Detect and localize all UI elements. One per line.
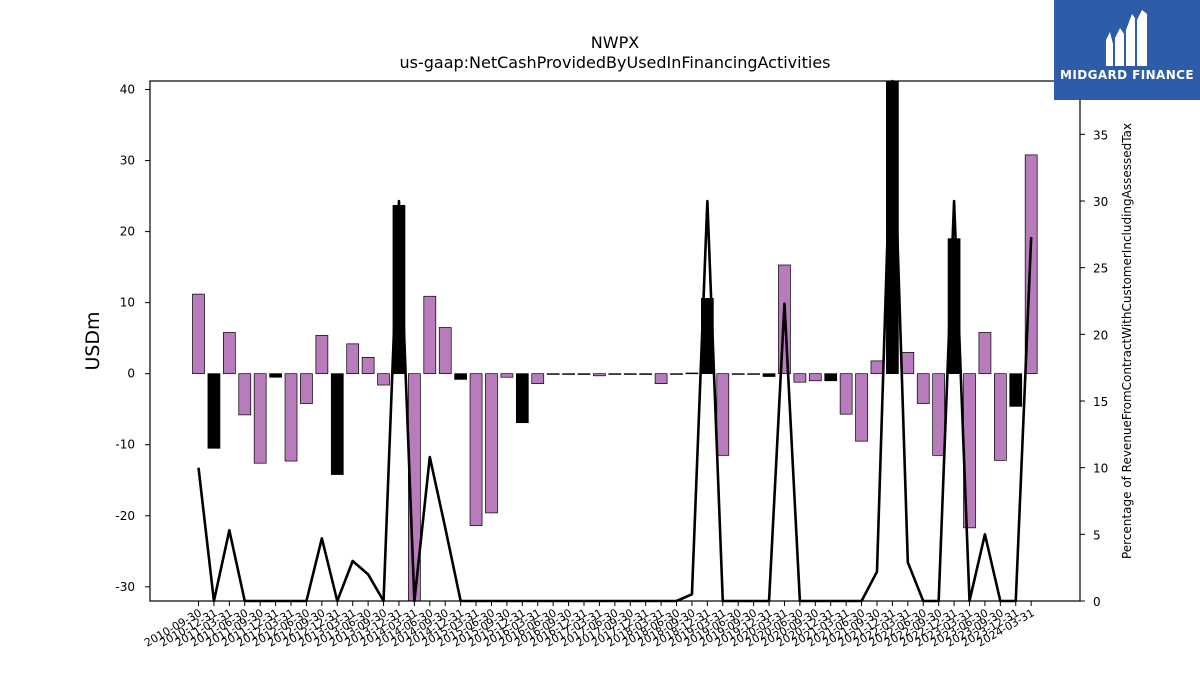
bar-2016-06-30 (546, 373, 560, 375)
y-tick-label: -20 (115, 509, 135, 523)
y-tick-label: 0 (127, 367, 135, 381)
bar-2010-12-31 (207, 373, 221, 449)
y-tick-label: 30 (120, 154, 135, 168)
bar-2011-03-31 (222, 332, 236, 375)
bar-2019-03-31 (716, 373, 730, 456)
bar-2017-12-31 (639, 373, 653, 375)
chart-title: NWPX (591, 33, 639, 52)
x-axis: 2010-09-302010-12-312011-03-312011-06-30… (142, 601, 1037, 650)
y2-tick-label: 30 (1093, 195, 1108, 209)
y2-tick-label: 0 (1093, 595, 1101, 609)
y2-tick-label: 5 (1093, 528, 1101, 542)
bar-2017-03-31 (593, 373, 606, 377)
bar-2021-09-30 (870, 360, 884, 375)
bar-2011-09-30 (253, 373, 267, 464)
bar-2020-06-30 (793, 373, 807, 383)
y-axis-right: 0 5 10 15 20 25 30 35 (1080, 128, 1108, 609)
bar-2019-12-31 (762, 373, 776, 377)
bar-2023-06-30 (978, 332, 992, 375)
logo-text: MIDGARD FINANCE (1060, 68, 1194, 82)
bar-2023-09-30 (993, 373, 1007, 461)
bar-2021-06-30 (855, 373, 868, 442)
bar-2012-12-31 (330, 373, 344, 475)
logo: MIDGARD FINANCE (1054, 0, 1200, 100)
bar-2015-03-31 (469, 373, 483, 527)
y-axis-left: -30 -20 -10 0 10 20 30 40 (115, 83, 150, 594)
y2-tick-label: 10 (1093, 462, 1108, 476)
bar-2017-06-30 (608, 373, 622, 375)
bar-2013-03-31 (346, 343, 360, 375)
bar-2014-06-30 (423, 295, 437, 375)
bar-2017-09-30 (623, 373, 637, 375)
bar-2012-09-30 (315, 334, 329, 375)
bar-2011-12-31 (269, 373, 282, 378)
y-tick-label: -10 (115, 438, 135, 452)
bar-2013-06-30 (361, 356, 375, 375)
chart-subtitle: us-gaap:NetCashProvidedByUsedInFinancing… (399, 53, 830, 72)
bar-2021-03-31 (839, 373, 853, 415)
bar-2015-09-30 (500, 373, 514, 378)
bar-2012-03-31 (284, 373, 298, 462)
bar-2015-12-31 (515, 373, 529, 424)
y2-tick-label: 25 (1093, 262, 1108, 276)
bar-2010-09-30 (192, 293, 205, 375)
bar-2012-06-30 (300, 373, 313, 404)
bar-2022-06-30 (916, 373, 930, 404)
bar-series (192, 80, 1038, 602)
bar-2020-12-31 (824, 373, 838, 382)
logo-mark-icon (1106, 10, 1147, 66)
bar-2016-12-31 (577, 373, 591, 375)
y2-axis-label: Percentage of RevenueFromContractWithCus… (1120, 123, 1134, 559)
bar-2018-06-30 (670, 373, 683, 375)
bar-2016-09-30 (562, 373, 575, 375)
bar-2011-06-30 (238, 373, 252, 416)
y-axis-label: USDm (82, 311, 104, 370)
bar-2013-09-30 (377, 373, 390, 386)
y2-tick-label: 20 (1093, 328, 1108, 342)
bar-2022-09-30 (932, 373, 946, 456)
y2-tick-label: 15 (1093, 395, 1108, 409)
bar-2014-09-30 (438, 327, 452, 375)
y-tick-label: 10 (120, 296, 135, 310)
y-tick-label: -30 (115, 580, 135, 594)
bar-2018-03-31 (654, 373, 668, 384)
y2-tick-label: 35 (1093, 128, 1108, 142)
bar-2020-09-30 (808, 373, 822, 382)
bar-2022-03-31 (901, 352, 915, 375)
bar-2018-09-30 (685, 372, 699, 375)
bar-2014-12-31 (454, 373, 467, 380)
bar-2015-06-30 (485, 373, 498, 514)
y-tick-label: 40 (120, 83, 135, 97)
bar-2019-09-30 (747, 373, 760, 375)
bar-2023-12-31 (1009, 373, 1023, 407)
y-tick-label: 20 (120, 225, 135, 239)
bar-2016-03-31 (531, 373, 545, 384)
bar-2019-06-30 (731, 373, 745, 375)
